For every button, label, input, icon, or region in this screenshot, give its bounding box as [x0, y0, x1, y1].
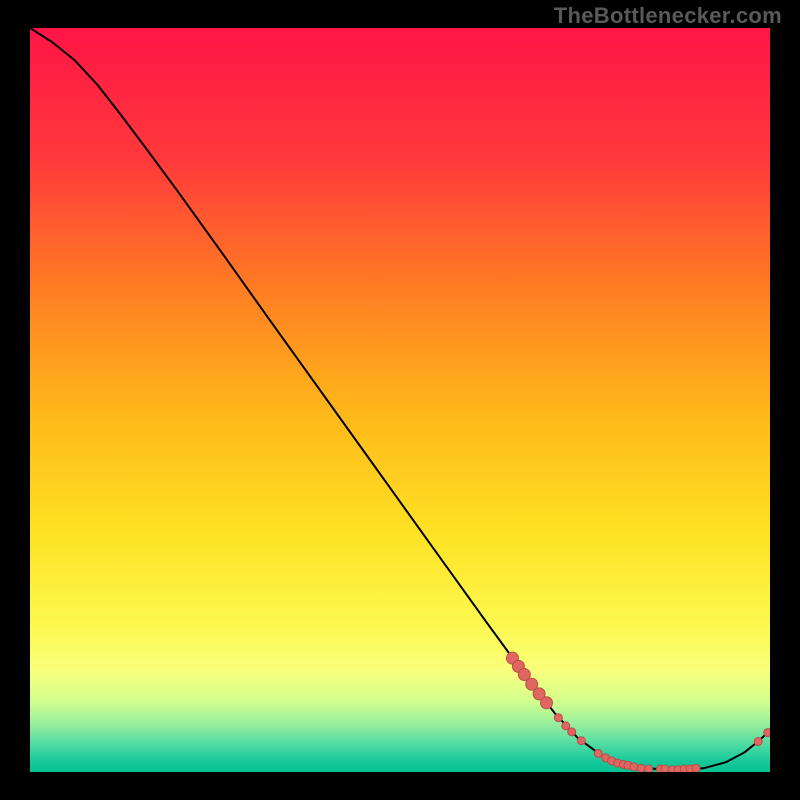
data-marker: [630, 763, 638, 771]
data-marker: [568, 728, 576, 736]
data-marker: [754, 738, 762, 746]
data-marker: [645, 765, 653, 772]
watermark-text: TheBottlenecker.com: [554, 3, 782, 29]
data-marker: [594, 749, 602, 757]
bottleneck-curve: [30, 28, 770, 770]
data-marker: [764, 729, 770, 737]
data-marker: [554, 714, 562, 722]
curve-svg: [30, 28, 770, 772]
data-marker: [661, 765, 669, 772]
data-marker: [692, 764, 700, 772]
data-marker: [577, 737, 585, 745]
chart-container: TheBottlenecker.com: [0, 0, 800, 800]
plot-area: [30, 28, 770, 772]
data-marker: [637, 764, 645, 772]
data-marker: [541, 697, 553, 709]
